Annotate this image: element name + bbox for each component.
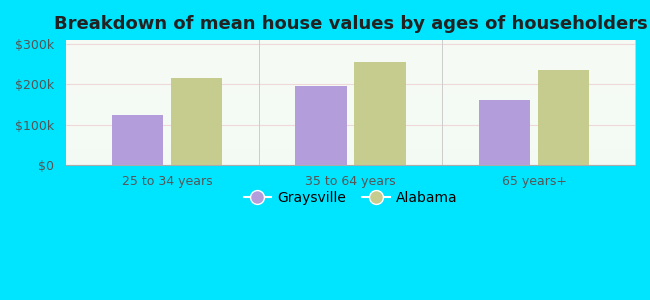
Bar (112, 115, 163, 165)
Bar (479, 100, 530, 165)
Bar (295, 86, 347, 165)
Legend: Graysville, Alabama: Graysville, Alabama (238, 185, 463, 210)
Bar (354, 62, 406, 165)
Bar (170, 78, 222, 165)
Bar (538, 70, 589, 165)
Title: Breakdown of mean house values by ages of householders: Breakdown of mean house values by ages o… (53, 15, 647, 33)
